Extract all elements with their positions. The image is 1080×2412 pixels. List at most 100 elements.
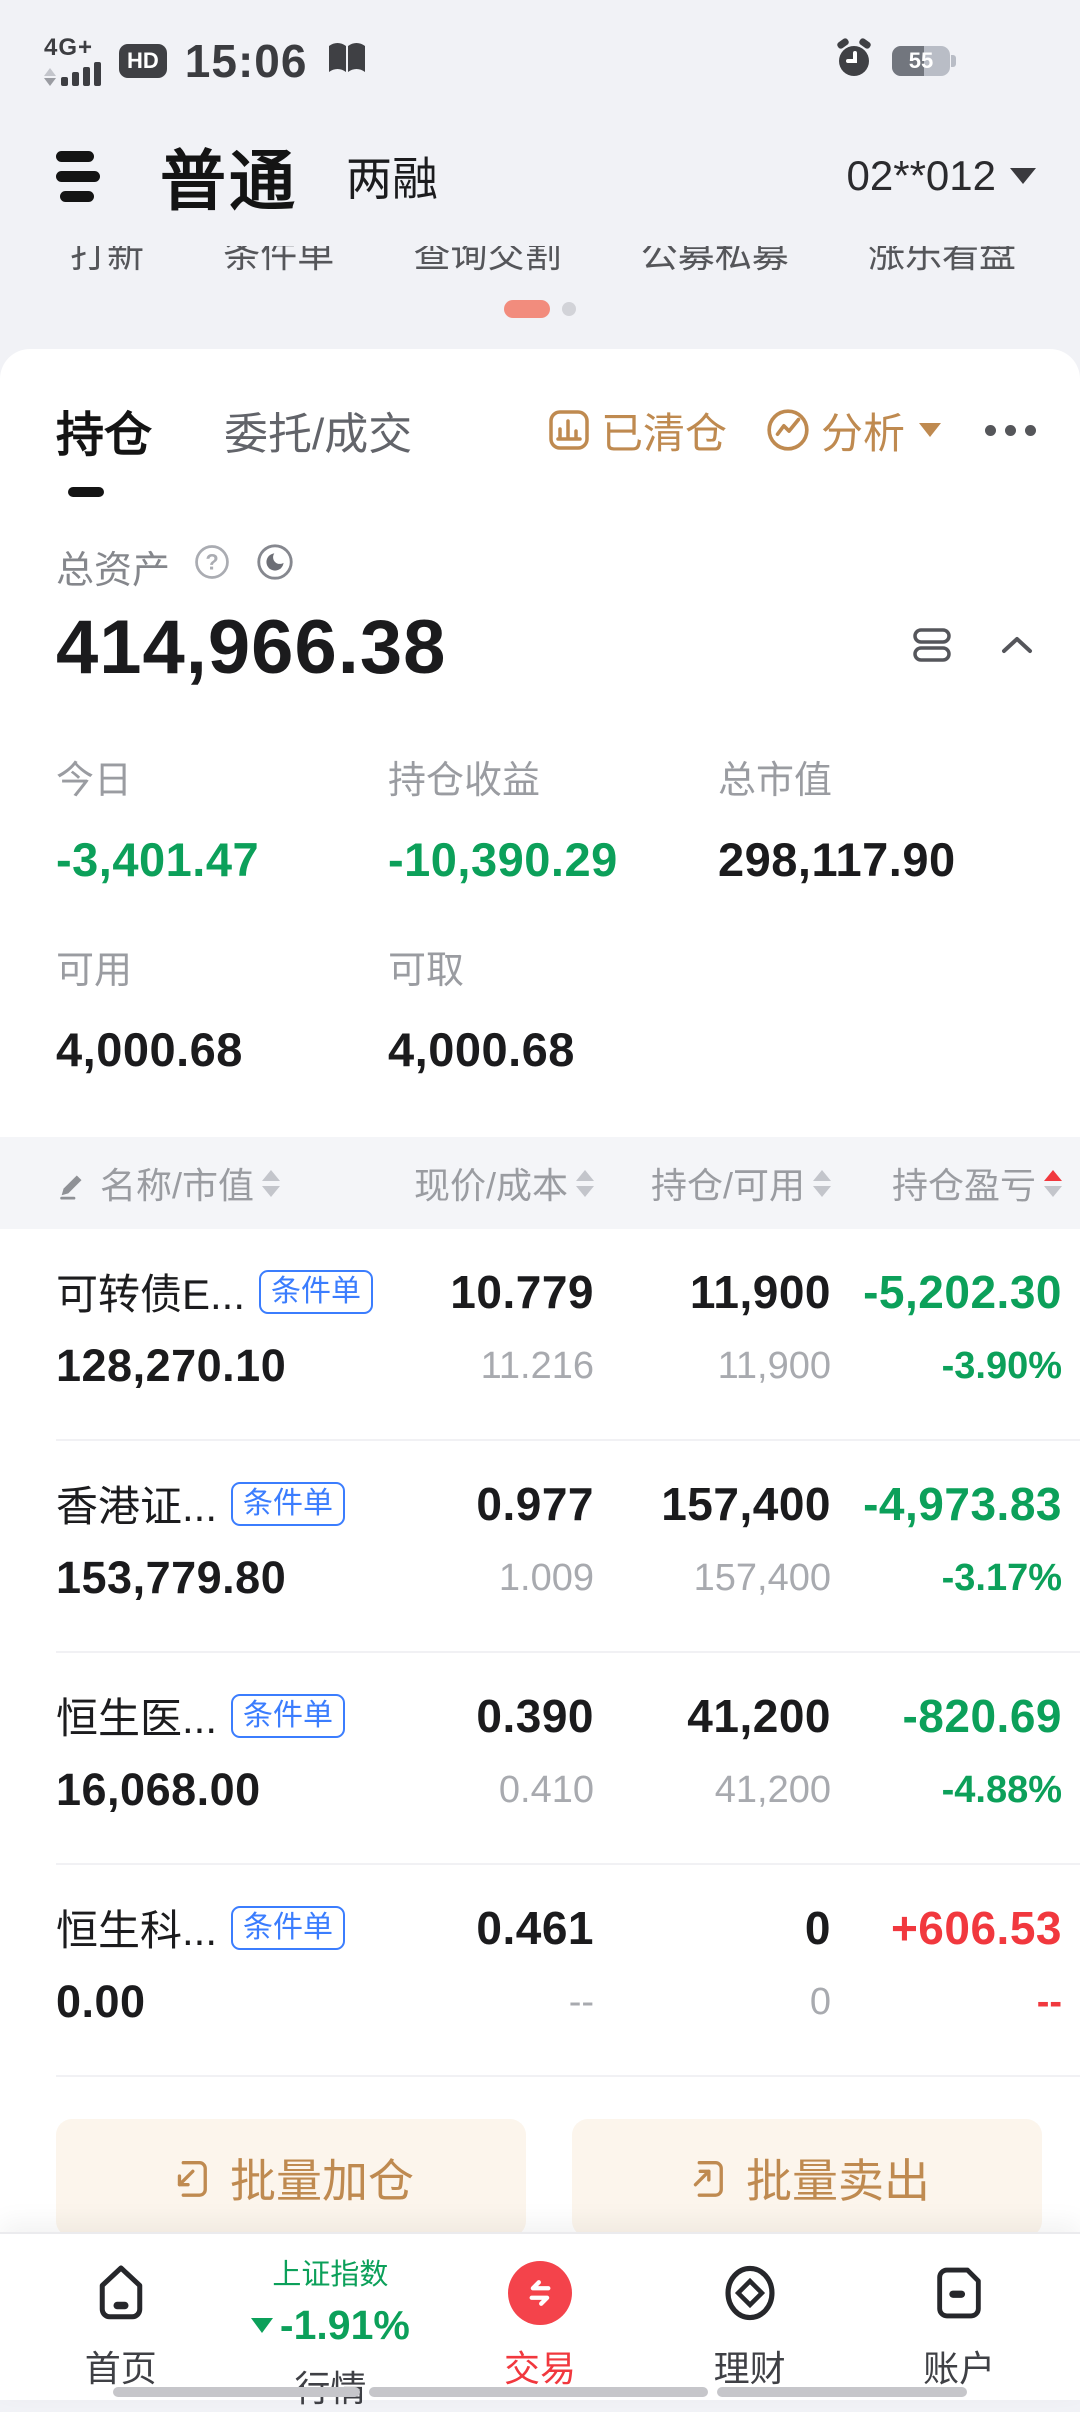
home-indicator bbox=[113, 2387, 967, 2397]
account-icon bbox=[930, 2260, 988, 2326]
table-row[interactable]: 恒生医... 条件单 0.390 41,200 -820.69 16,068.0… bbox=[0, 1685, 1080, 1865]
table-row[interactable]: 可转债E... 条件单 10.779 11,900 -5,202.30 128,… bbox=[0, 1261, 1080, 1441]
home-icon bbox=[91, 2260, 151, 2326]
status-time: 15:06 bbox=[184, 35, 308, 87]
app-header: 普通 两融 02**012 bbox=[0, 100, 1080, 224]
available-qty: 157,400 bbox=[693, 1556, 831, 1599]
total-assets-value: 414,966.38 bbox=[56, 605, 447, 690]
market-value: 128,270.10 bbox=[56, 1340, 287, 1391]
today-pnl-value: -3,401.47 bbox=[56, 833, 260, 886]
table-row[interactable]: 香港证... 条件单 0.977 157,400 -4,973.83 153,7… bbox=[0, 1473, 1080, 1653]
sort-icon bbox=[813, 1169, 831, 1197]
market-value: 0.00 bbox=[56, 1976, 146, 2027]
pnl-percent: -4.88% bbox=[941, 1768, 1062, 1811]
nav-quotes[interactable]: 上证指数 -1.91% 行情 bbox=[226, 2260, 436, 2409]
edit-icon[interactable] bbox=[56, 1166, 90, 1200]
sort-icon bbox=[576, 1169, 594, 1197]
network-type-label: 4G+ bbox=[44, 34, 94, 61]
tab-account-margin[interactable]: 两融 bbox=[346, 153, 438, 205]
account-selector[interactable]: 02**012 bbox=[847, 152, 1036, 200]
page-dot bbox=[562, 302, 576, 316]
index-change: -1.91% bbox=[250, 2304, 410, 2346]
quick-menu-item-statement-query[interactable]: 查询交割 bbox=[413, 246, 562, 275]
tab-positions[interactable]: 持仓 bbox=[56, 395, 152, 497]
batch-add-position-button[interactable]: 批量加仓 bbox=[56, 2119, 526, 2232]
col-header-price[interactable]: 现价/成本 bbox=[413, 1165, 568, 1206]
col-header-pnl[interactable]: 持仓盈亏 bbox=[891, 1165, 1036, 1206]
stock-name: 香港证... bbox=[56, 1483, 218, 1530]
cost-price: 11.216 bbox=[480, 1344, 594, 1387]
help-icon[interactable]: ? bbox=[192, 542, 232, 592]
page-dot-active bbox=[504, 300, 550, 318]
layout-toggle-icon[interactable] bbox=[910, 623, 954, 672]
wealth-icon bbox=[719, 2260, 781, 2326]
nav-home[interactable]: 首页 bbox=[16, 2260, 226, 2400]
quick-menu-item-conditional-order[interactable]: 条件单 bbox=[223, 246, 335, 275]
batch-sell-icon bbox=[693, 2161, 723, 2197]
alarm-icon bbox=[834, 37, 874, 85]
position-qty: 0 bbox=[804, 1901, 831, 1954]
available-qty: 0 bbox=[809, 1980, 831, 2023]
sort-icon-active bbox=[1044, 1169, 1062, 1197]
batch-add-icon bbox=[177, 2161, 207, 2197]
hamburger-menu-icon[interactable] bbox=[56, 150, 102, 202]
collapse-icon[interactable] bbox=[994, 623, 1040, 672]
cleared-positions-button[interactable]: 已清仓 bbox=[547, 400, 727, 461]
chevron-down-icon bbox=[919, 423, 941, 437]
chevron-down-icon bbox=[1010, 168, 1036, 184]
col-header-position[interactable]: 持仓/可用 bbox=[650, 1165, 805, 1206]
conditional-order-badge[interactable]: 条件单 bbox=[231, 1481, 346, 1526]
nav-trade[interactable]: 交易 bbox=[435, 2260, 645, 2400]
batch-sell-button[interactable]: 批量卖出 bbox=[572, 2119, 1042, 2232]
conditional-order-badge[interactable]: 条件单 bbox=[259, 1269, 374, 1314]
total-assets-label: 总资产 bbox=[56, 550, 171, 592]
nav-account[interactable]: 账户 bbox=[854, 2260, 1064, 2400]
position-pnl: -5,202.30 bbox=[863, 1265, 1062, 1318]
tab-orders-trades[interactable]: 委托/成交 bbox=[224, 410, 413, 459]
col-header-name[interactable]: 名称/市值 bbox=[100, 1165, 255, 1206]
nav-wealth[interactable]: 理财 bbox=[645, 2260, 855, 2400]
conditional-order-badge[interactable]: 条件单 bbox=[231, 1905, 346, 1950]
more-icon[interactable] bbox=[985, 424, 1036, 436]
down-triangle-icon bbox=[250, 2317, 273, 2333]
holding-pnl-value: -10,390.29 bbox=[388, 833, 618, 886]
holding-pnl-label: 持仓收益 bbox=[388, 760, 541, 802]
position-qty: 157,400 bbox=[661, 1477, 831, 1530]
pnl-percent: -3.17% bbox=[941, 1556, 1062, 1599]
market-value-value: 298,117.90 bbox=[718, 833, 956, 886]
table-row[interactable]: 恒生科... 条件单 0.461 0 +606.53 0.00 -- 0 -- bbox=[0, 1897, 1080, 2077]
cellular-signal-icon: 4G+ bbox=[44, 36, 101, 86]
quick-menu-item-funds[interactable]: 公募私募 bbox=[640, 246, 789, 275]
portfolio-tabs: 持仓 委托/成交 已清仓 分析 bbox=[0, 349, 1080, 497]
status-bar: 4G+ HD 15:06 55 bbox=[0, 0, 1080, 100]
bottom-nav: 首页 上证指数 -1.91% 行情 交易 理财 账户 bbox=[0, 2232, 1080, 2409]
quick-menu-item-ipo[interactable]: 打新 bbox=[70, 246, 144, 275]
current-price: 0.390 bbox=[476, 1689, 594, 1742]
cost-price: 1.009 bbox=[498, 1556, 594, 1599]
eye-icon[interactable] bbox=[254, 541, 296, 593]
portfolio-card: 持仓 委托/成交 已清仓 分析 总资产 ? 414,966.38 bbox=[0, 349, 1080, 2232]
available-label: 可用 bbox=[56, 950, 133, 992]
trade-icon bbox=[507, 2261, 572, 2325]
current-price: 0.977 bbox=[476, 1477, 594, 1530]
svg-text:?: ? bbox=[205, 549, 218, 574]
position-pnl: -4,973.83 bbox=[863, 1477, 1062, 1530]
tab-account-common[interactable]: 普通 bbox=[160, 144, 298, 218]
position-pnl: -820.69 bbox=[902, 1689, 1062, 1742]
position-pnl: +606.53 bbox=[890, 1901, 1062, 1954]
account-number: 02**012 bbox=[846, 152, 996, 199]
position-qty: 11,900 bbox=[689, 1265, 831, 1318]
current-price: 10.779 bbox=[450, 1265, 594, 1318]
conditional-order-badge[interactable]: 条件单 bbox=[231, 1693, 346, 1738]
cost-price: 0.410 bbox=[498, 1768, 594, 1811]
available-qty: 11,900 bbox=[717, 1344, 831, 1387]
stock-name: 可转债E... bbox=[56, 1271, 246, 1318]
quick-menu-row: 打新 条件单 查询交割 公募私募 涨乐看盘 bbox=[0, 246, 1080, 278]
analysis-button[interactable]: 分析 bbox=[765, 400, 941, 461]
market-value: 153,779.80 bbox=[56, 1552, 287, 1603]
quick-menu-item-market-watch[interactable]: 涨乐看盘 bbox=[868, 246, 1016, 275]
withdrawable-value: 4,000.68 bbox=[388, 1023, 575, 1076]
cleared-positions-icon bbox=[549, 410, 589, 450]
hd-voice-icon: HD bbox=[119, 44, 167, 78]
current-price: 0.461 bbox=[476, 1901, 594, 1954]
